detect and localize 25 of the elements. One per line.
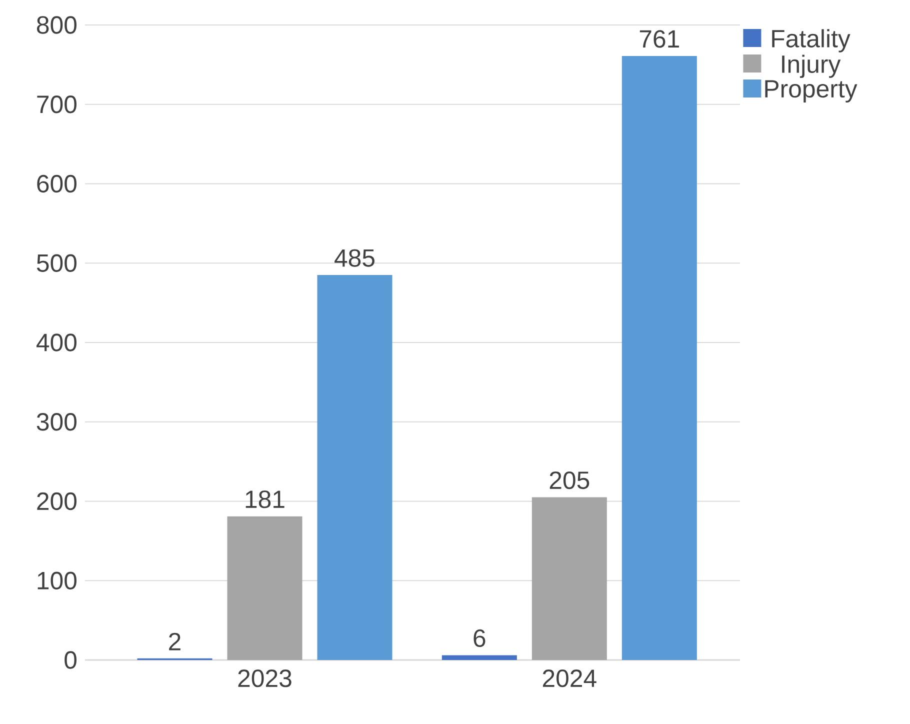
data-label: 181	[246, 490, 284, 508]
bar	[532, 497, 607, 660]
y-tick-label: 0	[64, 651, 77, 669]
legend-label: Injury	[782, 54, 841, 78]
x-tick-label: 2023	[238, 670, 292, 688]
data-label: 2	[169, 632, 180, 650]
legend-label: Property	[765, 80, 858, 103]
y-tick-label: 200	[37, 492, 76, 510]
legend-label: Fatality	[772, 29, 850, 52]
data-label: 205	[550, 471, 590, 490]
bar	[622, 56, 697, 660]
y-tick-label: 500	[36, 254, 76, 272]
x-tick-label: 2024	[542, 670, 596, 688]
bar	[227, 516, 302, 660]
y-tick-label: 400	[36, 334, 76, 352]
y-tick-label: 800	[37, 16, 76, 34]
data-label: 761	[640, 30, 679, 48]
data-label: 485	[334, 249, 374, 267]
bar	[442, 655, 517, 660]
y-tick-label: 300	[36, 413, 76, 431]
y-tick-label: 700	[37, 96, 76, 114]
bar	[317, 275, 392, 660]
y-tick-label: 100	[38, 572, 76, 590]
y-tick-label: 600	[37, 174, 76, 193]
data-label: 6	[474, 629, 486, 648]
